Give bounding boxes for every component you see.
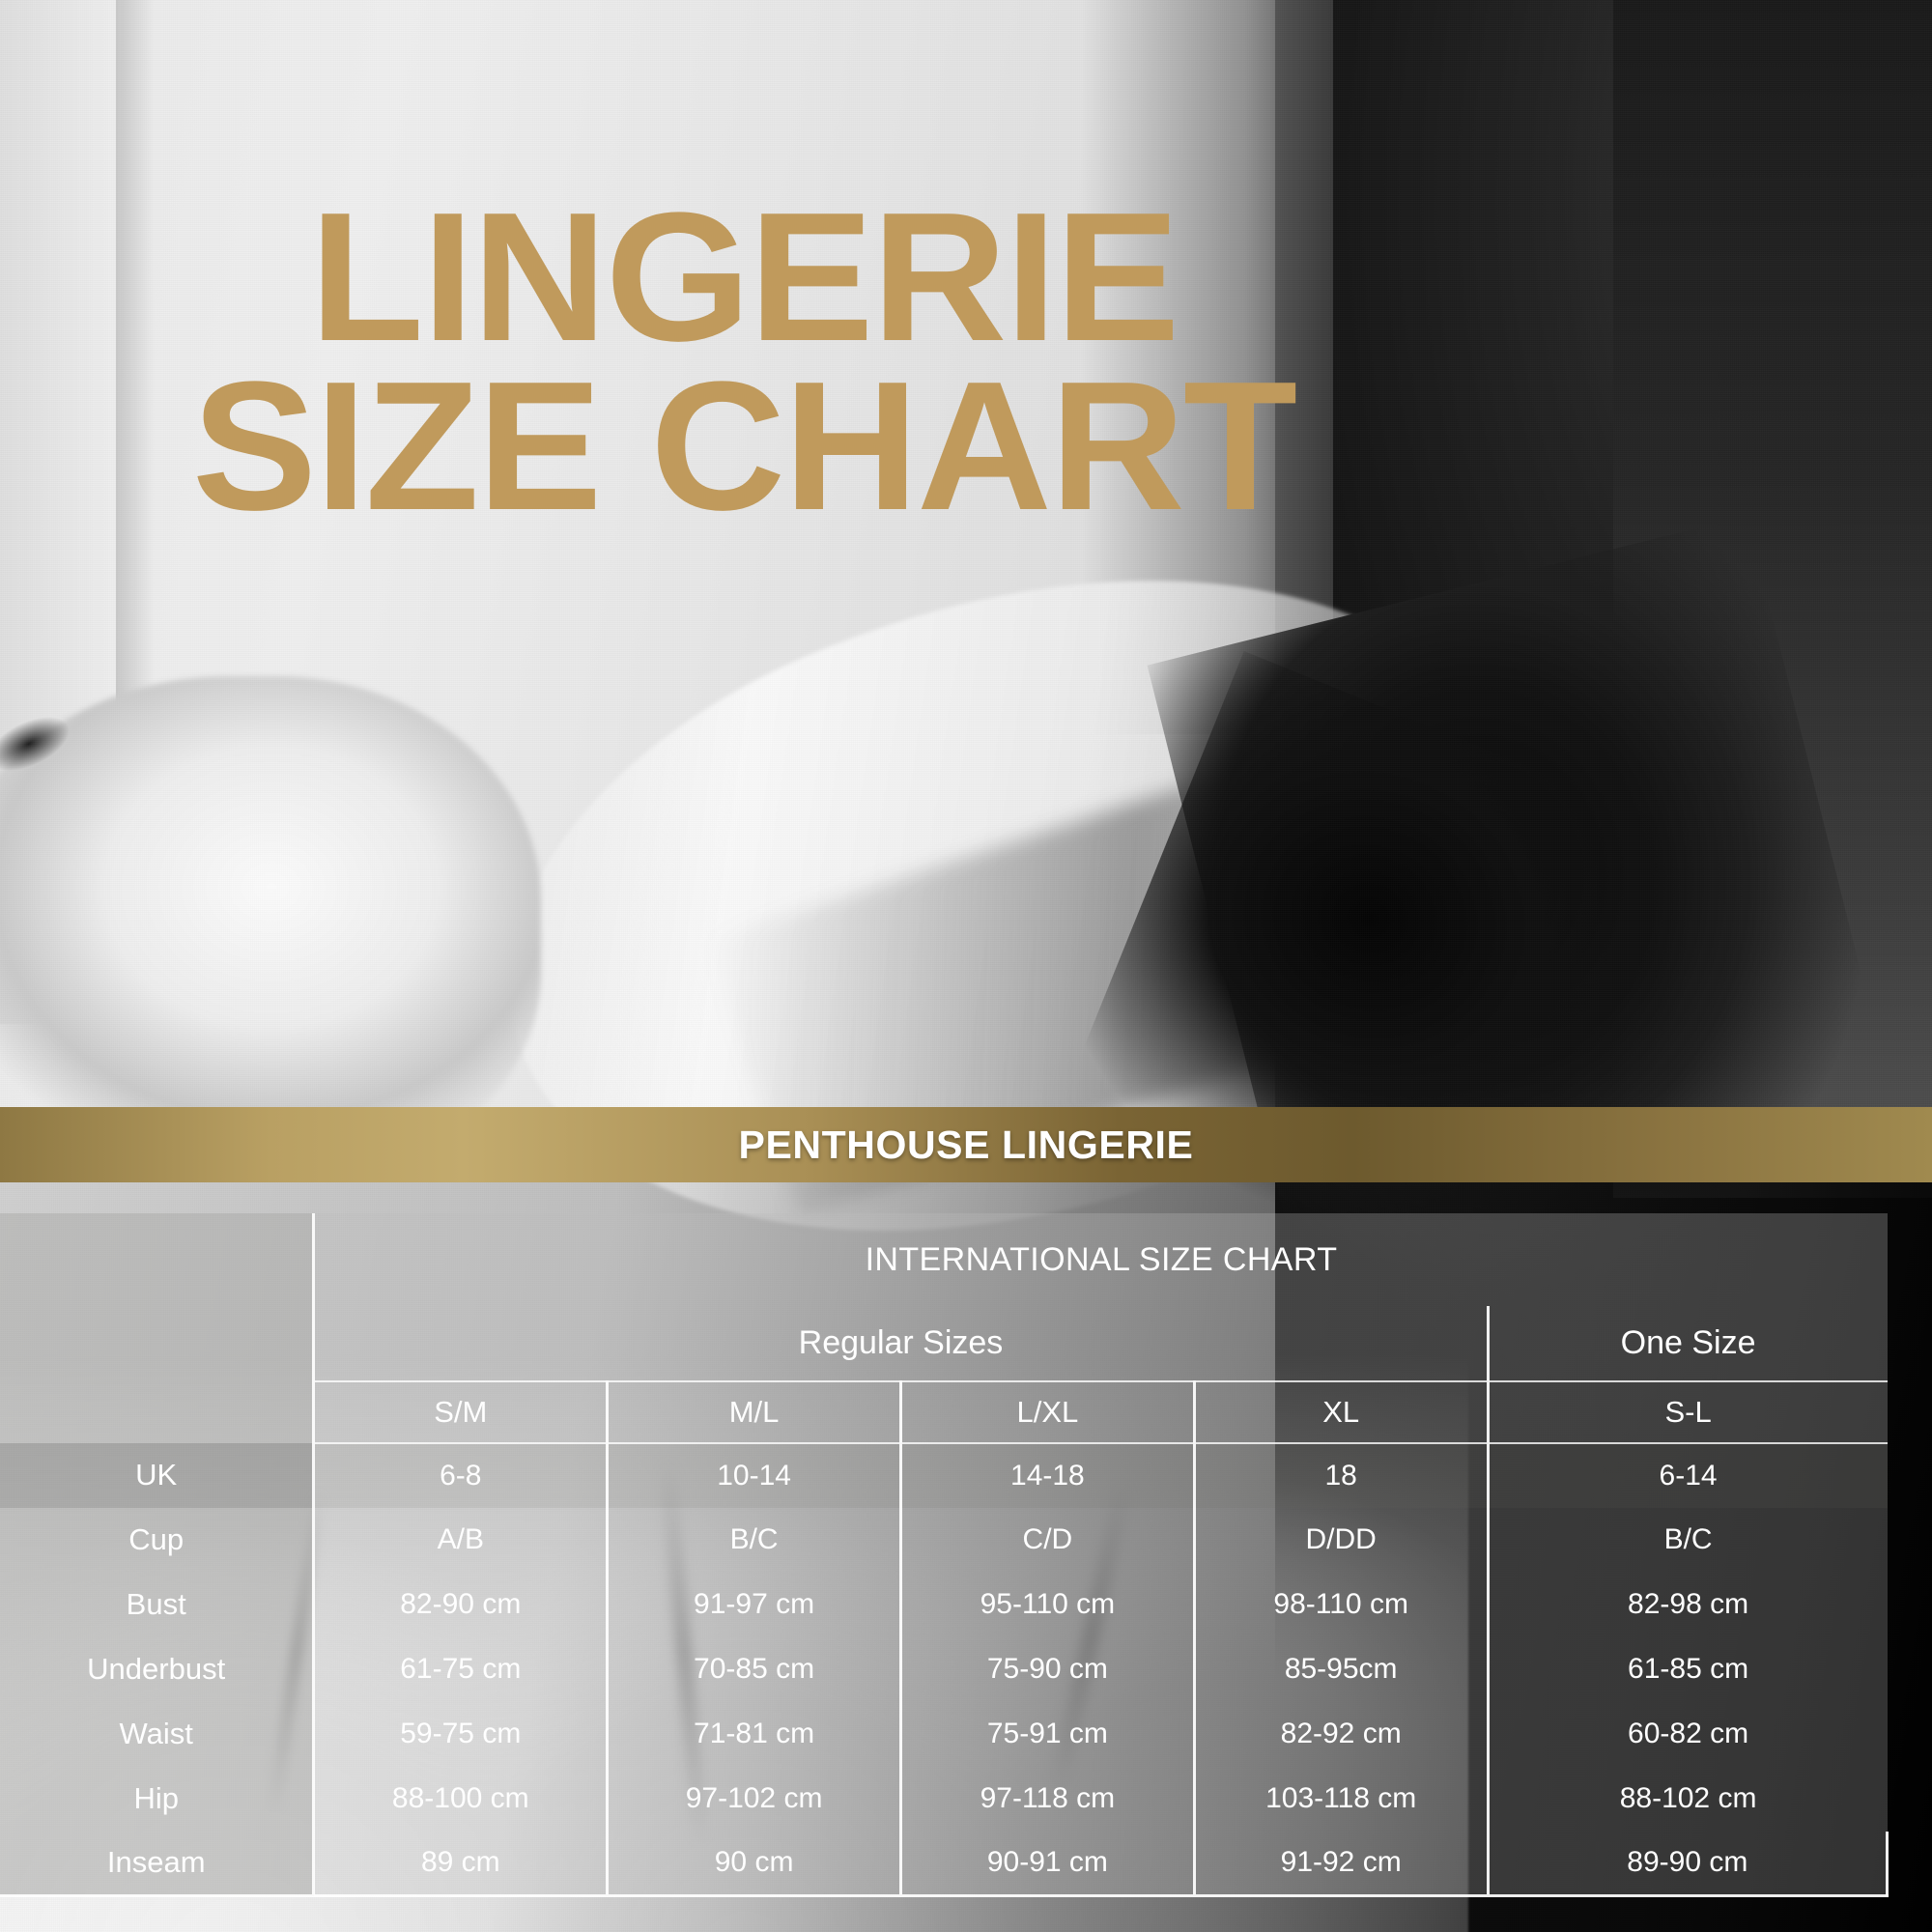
cell-inseam-sm: 89 cm (312, 1831, 608, 1897)
cell-uk-ml: 10-14 (606, 1443, 901, 1508)
cell-inseam-lxl: 90-91 cm (898, 1831, 1195, 1897)
cell-inseam-ml: 90 cm (606, 1831, 901, 1897)
column-header-lxl: L/XL (898, 1381, 1195, 1444)
header-group-one-size: One Size (1486, 1306, 1888, 1382)
cell-waist-lxl: 75-91 cm (898, 1701, 1195, 1767)
header-corner-blank-2 (0, 1306, 314, 1381)
cell-uk-xl: 18 (1192, 1443, 1489, 1508)
cell-underbust-sl: 61-85 cm (1486, 1636, 1888, 1702)
column-header-sl: S-L (1486, 1381, 1888, 1444)
hero-title-line-2: SIZE CHART (191, 343, 1297, 549)
cell-hip-ml: 97-102 cm (606, 1766, 901, 1832)
table-right-pad-2 (1888, 1306, 1932, 1381)
table-header-row-title: INTERNATIONAL SIZE CHART (0, 1213, 1932, 1306)
table-right-pad-r2 (1888, 1573, 1932, 1637)
table-right-pad-r3 (1888, 1637, 1932, 1702)
column-header-ml: M/L (606, 1381, 901, 1444)
hero-title-line-1: LINGERIE (309, 175, 1180, 380)
hero-title: LINGERIE SIZE CHART (0, 185, 1488, 538)
international-size-table: INTERNATIONAL SIZE CHART Regular Sizes O… (0, 1213, 1932, 1897)
header-group-regular-sizes: Regular Sizes (312, 1306, 1489, 1382)
cell-cup-xl: D/DD (1192, 1507, 1489, 1573)
column-header-sm: S/M (312, 1381, 608, 1444)
table-header-row-groups: Regular Sizes One Size (0, 1306, 1932, 1382)
table-row: Hip 88-100 cm 97-102 cm 97-118 cm 103-11… (0, 1766, 1932, 1832)
table-right-pad-3 (1888, 1381, 1932, 1443)
table-row: UK 6-8 10-14 14-18 18 6-14 (0, 1443, 1932, 1508)
table-right-pad-r1 (1888, 1508, 1932, 1573)
cell-waist-xl: 82-92 cm (1192, 1701, 1489, 1767)
cell-hip-sm: 88-100 cm (312, 1766, 608, 1832)
cell-bust-ml: 91-97 cm (606, 1572, 901, 1637)
cell-bust-sl: 82-98 cm (1486, 1572, 1888, 1637)
cell-hip-lxl: 97-118 cm (898, 1766, 1195, 1832)
brand-banner-title: PENTHOUSE LINGERIE (738, 1122, 1194, 1167)
cell-hip-xl: 103-118 cm (1192, 1766, 1489, 1832)
column-header-xl: XL (1192, 1381, 1489, 1444)
table-right-pad-r6 (1888, 1832, 1932, 1896)
cell-uk-sm: 6-8 (312, 1443, 608, 1508)
cell-underbust-xl: 85-95cm (1192, 1636, 1489, 1702)
cell-waist-ml: 71-81 cm (606, 1701, 901, 1767)
cell-cup-sl: B/C (1486, 1507, 1888, 1573)
cell-hip-sl: 88-102 cm (1486, 1766, 1888, 1832)
table-head: INTERNATIONAL SIZE CHART Regular Sizes O… (0, 1213, 1932, 1444)
table-row: Waist 59-75 cm 71-81 cm 75-91 cm 82-92 c… (0, 1701, 1932, 1767)
cell-underbust-ml: 70-85 cm (606, 1636, 901, 1702)
brand-banner: PENTHOUSE LINGERIE (0, 1107, 1932, 1182)
cell-underbust-lxl: 75-90 cm (898, 1636, 1195, 1702)
table-right-pad-r4 (1888, 1702, 1932, 1767)
row-label-hip: Hip (0, 1766, 314, 1832)
cell-waist-sl: 60-82 cm (1486, 1701, 1888, 1767)
table-row: Bust 82-90 cm 91-97 cm 95-110 cm 98-110 … (0, 1572, 1932, 1637)
table-row: Inseam 89 cm 90 cm 90-91 cm 91-92 cm 89-… (0, 1831, 1932, 1897)
table-row: Cup A/B B/C C/D D/DD B/C (0, 1507, 1932, 1573)
cell-bust-xl: 98-110 cm (1192, 1572, 1489, 1637)
cell-bust-lxl: 95-110 cm (898, 1572, 1195, 1637)
header-corner-blank (0, 1213, 314, 1306)
cell-cup-lxl: C/D (898, 1507, 1195, 1573)
row-label-cup: Cup (0, 1507, 314, 1573)
cell-uk-sl: 6-14 (1486, 1443, 1888, 1508)
cell-cup-sm: A/B (312, 1507, 608, 1573)
table-right-pad-r0 (1888, 1443, 1932, 1508)
row-label-waist: Waist (0, 1701, 314, 1767)
cell-underbust-sm: 61-75 cm (312, 1636, 608, 1702)
row-label-underbust: Underbust (0, 1636, 314, 1702)
cell-uk-lxl: 14-18 (898, 1443, 1195, 1508)
header-corner-blank-3 (0, 1381, 314, 1443)
cell-inseam-xl: 91-92 cm (1192, 1831, 1489, 1897)
table-row: Underbust 61-75 cm 70-85 cm 75-90 cm 85-… (0, 1636, 1932, 1702)
row-label-uk: UK (0, 1443, 314, 1508)
header-international-size-chart: INTERNATIONAL SIZE CHART (312, 1213, 1888, 1306)
cell-waist-sm: 59-75 cm (312, 1701, 608, 1767)
table-header-row-sizes: S/M M/L L/XL XL S-L (0, 1381, 1932, 1444)
photo-face (0, 676, 541, 1179)
table-body: UK 6-8 10-14 14-18 18 6-14 Cup A/B B/C C… (0, 1443, 1932, 1897)
cell-bust-sm: 82-90 cm (312, 1572, 608, 1637)
row-label-inseam: Inseam (0, 1831, 314, 1897)
cell-inseam-sl: 89-90 cm (1486, 1831, 1889, 1897)
table-right-pad (1888, 1213, 1932, 1306)
size-table-container: INTERNATIONAL SIZE CHART Regular Sizes O… (0, 1213, 1932, 1897)
row-label-bust: Bust (0, 1572, 314, 1637)
cell-cup-ml: B/C (606, 1507, 901, 1573)
table-right-pad-r5 (1888, 1767, 1932, 1832)
